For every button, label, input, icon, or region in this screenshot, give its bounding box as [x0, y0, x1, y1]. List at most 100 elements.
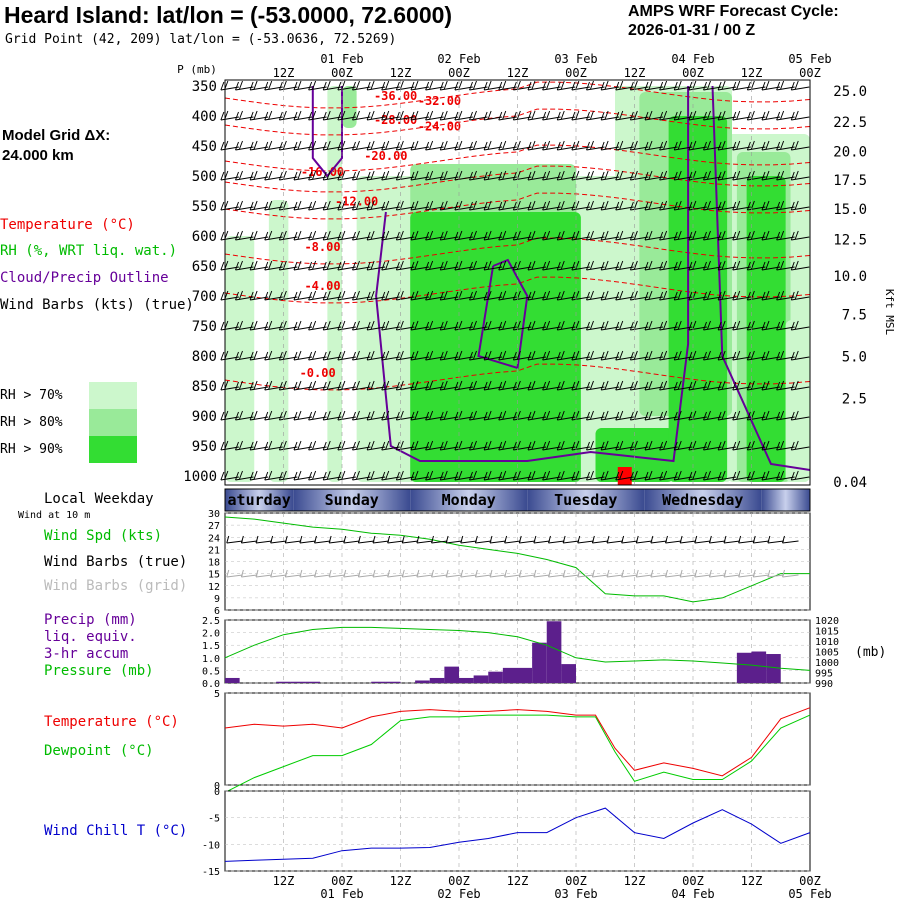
wind-barb — [527, 80, 547, 91]
wind-barb — [571, 260, 590, 271]
wind-barb — [293, 410, 313, 421]
wind-barb — [439, 200, 459, 211]
temperature-contour-label: -8.00 — [304, 240, 340, 254]
wind-barb — [600, 140, 620, 151]
wind-barb — [527, 230, 547, 241]
wind-barb — [512, 320, 532, 331]
wind-barb — [717, 80, 737, 91]
wind-barb — [761, 140, 781, 151]
wind-barb — [512, 380, 532, 391]
wind-barb — [264, 230, 283, 241]
wind-barb — [703, 140, 722, 151]
wind-barb — [629, 80, 649, 91]
wind-barb — [264, 200, 283, 211]
height-tick-label: 22.5 — [833, 115, 867, 131]
windbarb-true-flag — [445, 535, 449, 544]
wind-barb — [659, 230, 678, 241]
pressure-tick-label: 950 — [192, 439, 217, 455]
wind-barb — [278, 470, 298, 481]
wind-barb — [688, 440, 707, 451]
windchill-panel-tick-label: 0 — [214, 787, 220, 798]
wind-barb — [454, 80, 473, 91]
wind-barb — [659, 380, 678, 391]
wind-barb — [527, 140, 547, 151]
wind-barb — [425, 440, 444, 451]
wind-barb — [381, 380, 400, 391]
wind-barb — [322, 170, 342, 181]
wind-barb — [542, 410, 561, 421]
windbarb-true — [285, 540, 302, 544]
windbarb-grid-flag — [226, 569, 230, 578]
wind-barb — [425, 140, 444, 151]
wind-barb — [629, 230, 649, 241]
wind-barb — [483, 230, 503, 241]
wind-barb — [352, 140, 371, 151]
wind-barb — [629, 200, 649, 211]
wind-barb — [366, 170, 386, 181]
wind-barb — [761, 410, 781, 421]
wind-barb — [293, 440, 313, 451]
wind-barb — [235, 440, 254, 451]
wind-barb — [571, 290, 590, 301]
wind-barb — [322, 230, 342, 241]
wind-barb — [586, 110, 605, 121]
wind-barb — [746, 290, 766, 301]
windbarb-grid — [226, 574, 243, 578]
wind-barb — [512, 170, 532, 181]
wind-barb — [235, 290, 254, 301]
windbarb-grid-flag — [708, 569, 712, 578]
windbarb-grid-flag — [679, 569, 683, 578]
wind-barb — [498, 170, 517, 181]
wind-barb — [395, 200, 415, 211]
windbarb-grid — [504, 574, 521, 578]
windspeed-panel-tick-label: 24 — [208, 533, 220, 544]
wind-barb — [629, 260, 649, 271]
pressure-tick-label: 990 — [815, 679, 833, 690]
windbarb-grid-flag — [489, 569, 493, 578]
precip-bar — [444, 666, 459, 683]
wind-barb — [615, 410, 634, 421]
wind-barb — [732, 440, 751, 451]
wind-barb — [278, 350, 298, 361]
wind-barb — [278, 380, 298, 391]
windbarb-grid — [592, 574, 609, 578]
wind-barb — [381, 200, 400, 211]
windbarb-grid — [416, 574, 433, 578]
wind-barb — [264, 80, 283, 91]
wind-barb — [542, 470, 561, 481]
wind-barb — [249, 380, 269, 391]
height-tick-label: 25.0 — [833, 84, 867, 100]
windbarb-true — [767, 540, 784, 544]
wind-barb — [308, 290, 327, 301]
wind-barb — [542, 320, 561, 331]
windbarb-grid — [475, 574, 492, 578]
wind-barb — [439, 80, 459, 91]
wind-barb — [688, 320, 707, 331]
wind-barb — [308, 380, 327, 391]
wind-barb — [322, 80, 342, 91]
wind-barb — [688, 80, 707, 91]
wind-barb — [556, 230, 576, 241]
windbarb-true-flag — [357, 535, 361, 544]
rh-legend-90-swatch — [89, 436, 137, 463]
pressure-tick-label: 350 — [192, 79, 217, 95]
wind-barb — [556, 320, 576, 331]
wind-barb — [308, 200, 327, 211]
wind-barb — [776, 440, 795, 451]
windbarb-true — [577, 540, 594, 544]
wind-barb — [439, 170, 459, 181]
wind-barb — [308, 470, 327, 481]
wind-barb — [439, 350, 459, 361]
wind-barb — [629, 110, 649, 121]
wind-barb — [732, 200, 751, 211]
cloud-outline — [375, 86, 690, 463]
wind-barb — [498, 140, 517, 151]
wind-barb — [717, 140, 737, 151]
wind-barb — [278, 440, 298, 451]
temperature-contour — [224, 165, 811, 193]
wind-barb — [235, 200, 254, 211]
wind-barb — [556, 170, 576, 181]
windbarb-grid-flag — [591, 569, 595, 578]
wind-barb — [571, 350, 590, 361]
windbarb-true-flag — [577, 535, 581, 544]
